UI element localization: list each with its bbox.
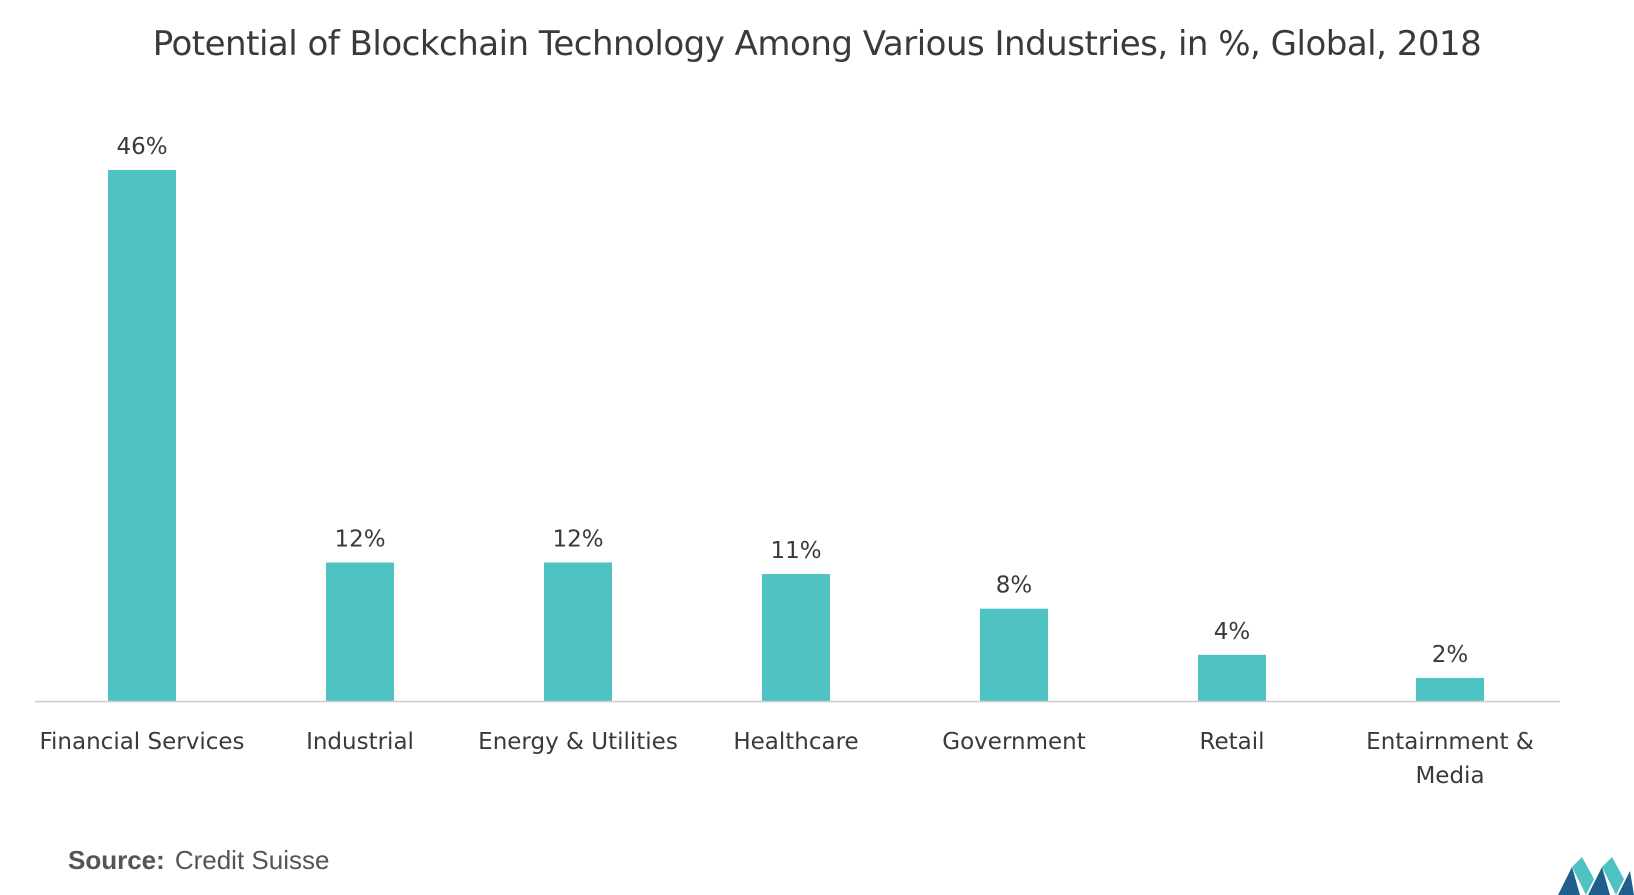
bars-group: [108, 170, 1484, 701]
bar-financial-services: [108, 170, 176, 701]
category-label: Financial Services: [39, 729, 244, 755]
value-label: 46%: [116, 134, 167, 160]
chart-title: Potential of Blockchain Technology Among…: [152, 24, 1482, 64]
value-label: 11%: [770, 538, 821, 564]
bar-entairnment-media: [1416, 677, 1484, 701]
category-label: Entairnment &: [1366, 729, 1534, 755]
category-label: Media: [1415, 763, 1484, 789]
category-label: Industrial: [306, 729, 414, 755]
bar-retail: [1198, 654, 1266, 701]
value-label: 12%: [334, 526, 385, 552]
source-note: Source: Credit Suisse: [68, 845, 329, 876]
bar-government: [980, 608, 1048, 701]
bar-energy-utilities: [544, 562, 612, 701]
value-labels-group: 46% 12% 12% 11% 8% 4% 2%: [116, 134, 1468, 668]
value-label: 12%: [552, 526, 603, 552]
bar-industrial: [326, 562, 394, 701]
category-label: Government: [942, 729, 1085, 755]
value-label: 4%: [1214, 619, 1251, 645]
mordor-logo-icon: [1558, 857, 1634, 895]
source-text: Credit Suisse: [174, 845, 330, 875]
value-label: 8%: [996, 573, 1033, 599]
category-label: Healthcare: [733, 729, 858, 755]
category-labels-group: Financial Services Industrial Energy & Uti…: [39, 729, 1533, 789]
value-label: 2%: [1432, 642, 1469, 668]
bar-healthcare: [762, 574, 830, 701]
source-label: Source:: [68, 845, 165, 875]
category-label: Retail: [1200, 729, 1265, 755]
category-label: Energy & Utilities: [478, 729, 678, 755]
